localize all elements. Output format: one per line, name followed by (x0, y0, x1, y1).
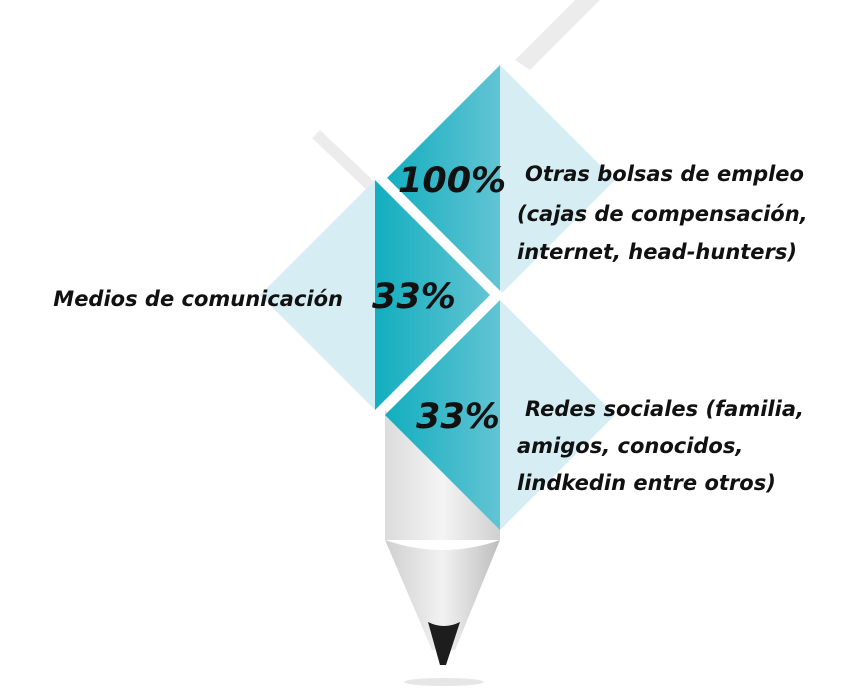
diamond (385, 65, 500, 295)
label: lindkedin entre otros) (517, 471, 776, 495)
label: Redes sociales (familia, (525, 397, 804, 421)
label: amigos, conocidos, (517, 434, 743, 458)
diamond-light (500, 300, 615, 530)
diamond-light (500, 65, 615, 295)
percent: 33% (416, 397, 500, 437)
label: (cajas de compensación, (517, 202, 808, 226)
pencil-lead (428, 622, 460, 665)
label: internet, head-hunters) (517, 240, 797, 264)
decor (515, 0, 600, 70)
percent: 33% (372, 277, 456, 317)
separator (382, 177, 505, 413)
pencil-tip (385, 540, 500, 650)
diamond (385, 300, 500, 530)
label: Medios de comunicación (53, 287, 343, 311)
percent: 100% (398, 161, 506, 201)
label: Otras bolsas de empleo (525, 162, 804, 186)
diamond (375, 180, 490, 410)
shadow (404, 678, 484, 686)
diamond-light (260, 180, 375, 410)
decor (312, 130, 378, 193)
